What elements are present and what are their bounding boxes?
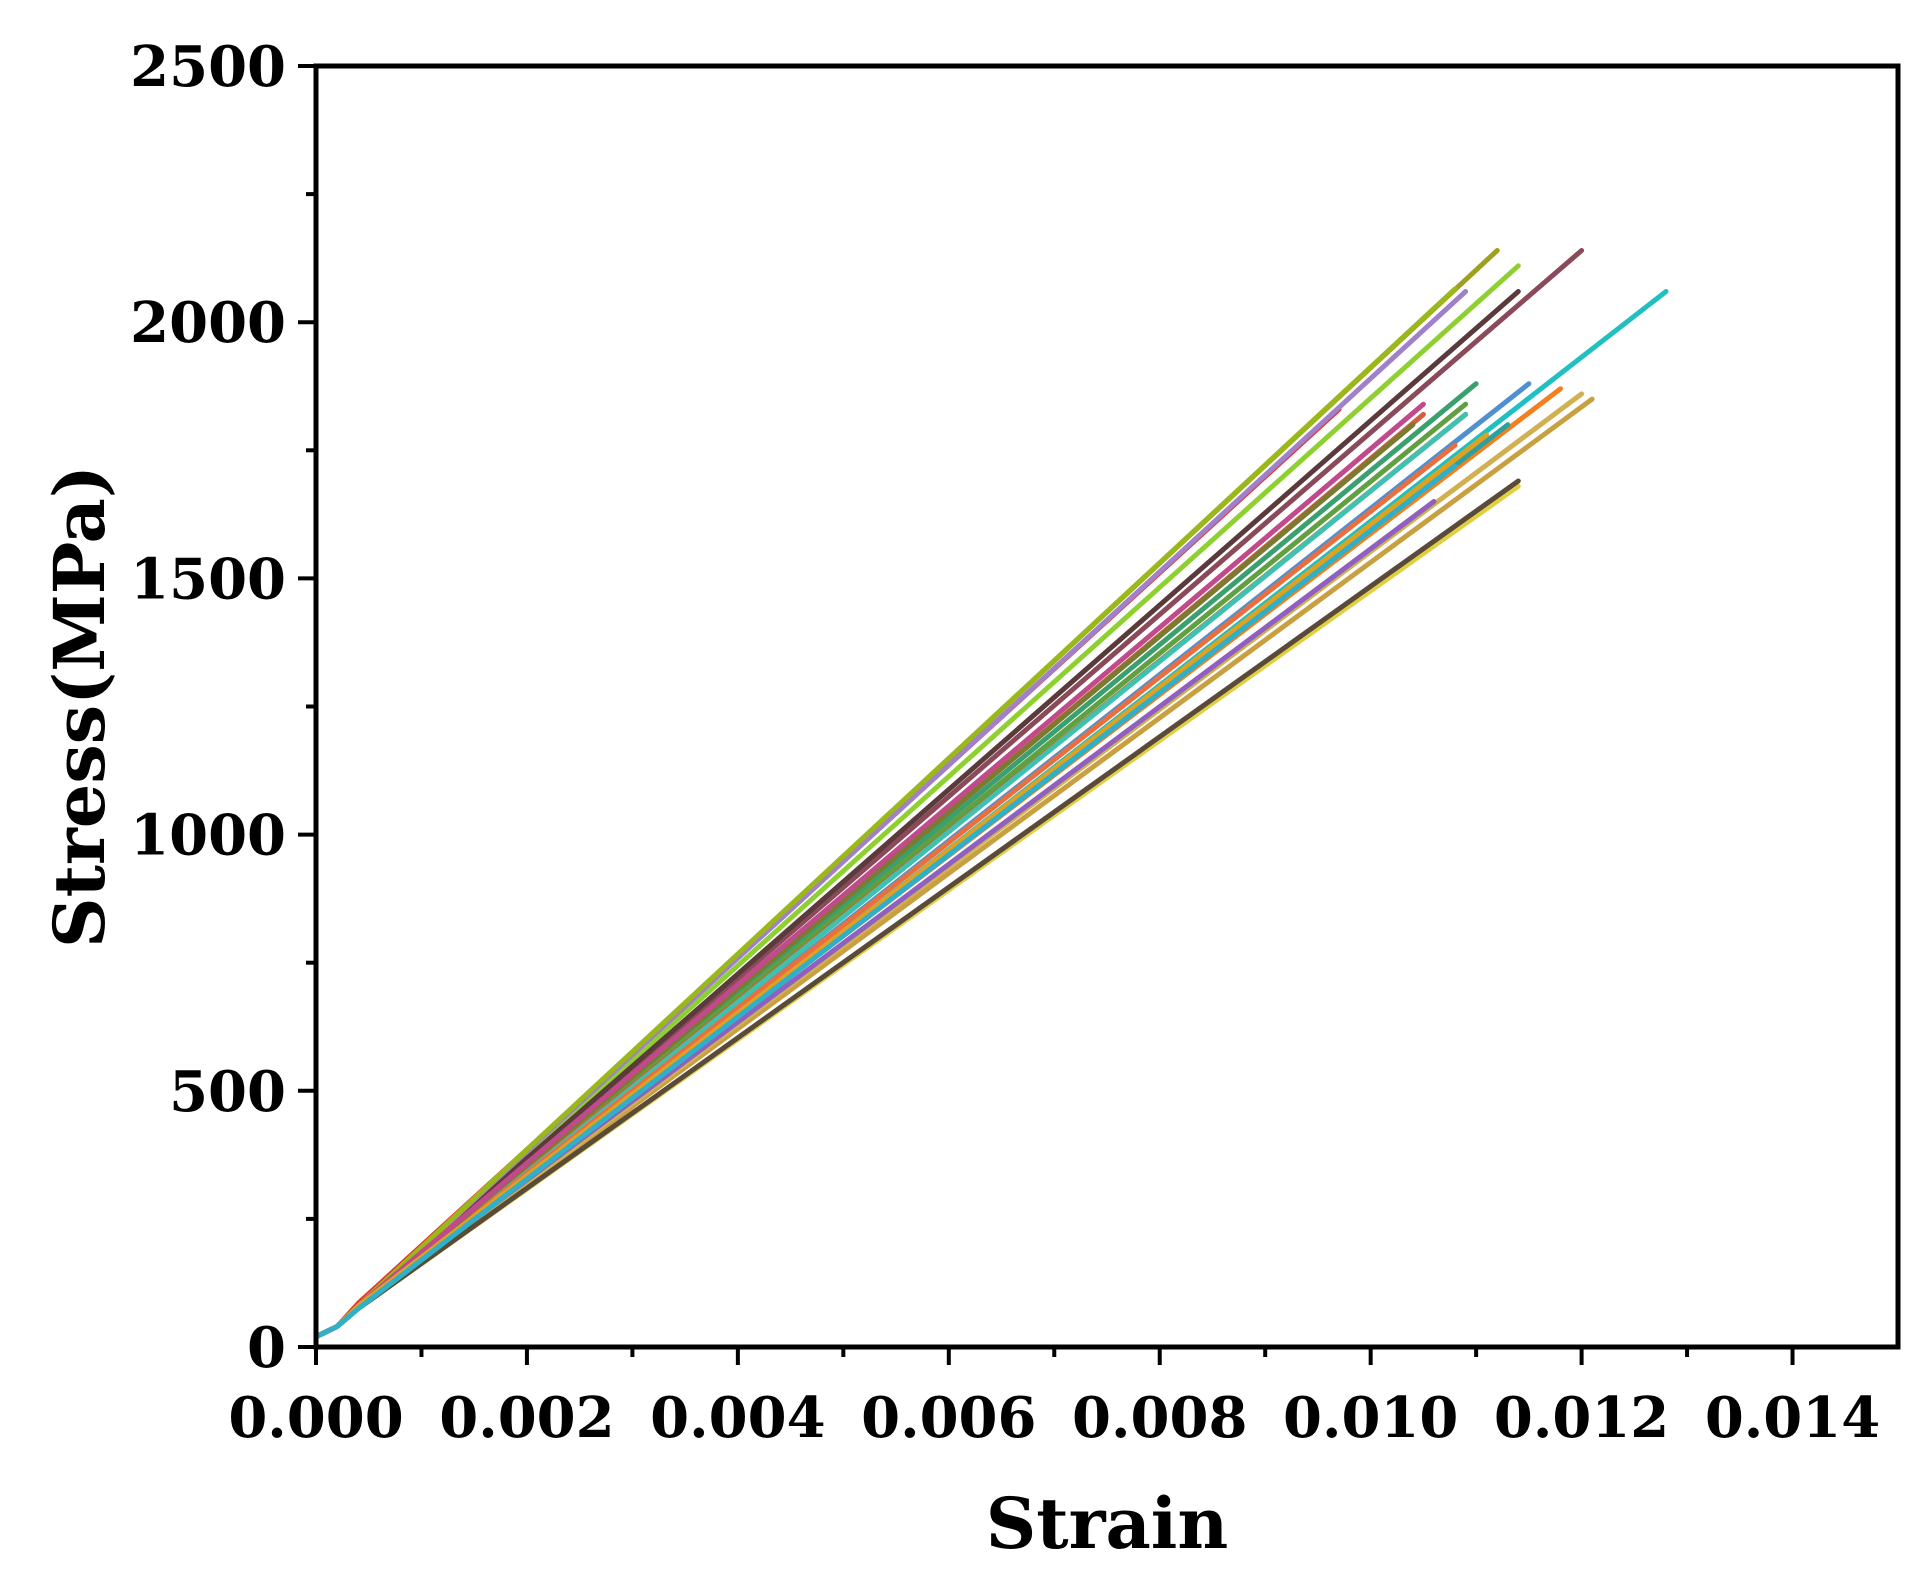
x-tick-label: 0.004 [650,1385,825,1451]
y-tick-label: 500 [169,1059,286,1125]
axis-tick-labels: 0.000 0.002 0.004 0.006 0.008 0.010 0.012 0.014… [130,34,1880,1451]
axis-ticks [298,64,1795,1365]
y-tick-label: 2500 [130,34,286,100]
x-tick-label: 0.008 [1072,1385,1247,1451]
series-line-25 [313,432,1490,1340]
x-axis-title: Strain [986,1482,1229,1565]
x-tick-label: 0.000 [228,1385,403,1451]
y-tick-label: 1500 [130,546,286,612]
series-line-22 [313,442,1458,1340]
y-tick-label: 0 [247,1315,286,1381]
series-line-7 [313,286,1458,1340]
x-tick-label: 0.006 [861,1385,1036,1451]
series-line-16 [313,478,1521,1340]
y-axis-title: Stress(MPa) [38,465,121,948]
y-tick-label: 2000 [130,290,286,356]
x-tick-label: 0.012 [1494,1385,1669,1451]
y-tick-label: 1000 [130,803,286,869]
series-line-26 [313,463,1458,1340]
x-tick-label: 0.010 [1283,1385,1458,1451]
series-lines [313,248,1669,1340]
x-tick-label: 0.014 [1705,1385,1880,1451]
x-tick-label: 0.002 [439,1385,614,1451]
